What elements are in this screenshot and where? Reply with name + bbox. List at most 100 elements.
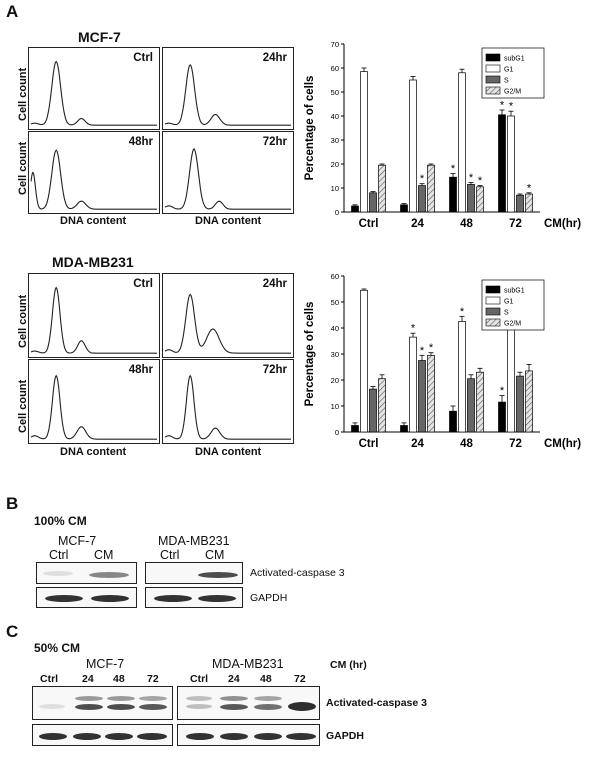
significance-star: * [411,323,416,335]
legend-label: G2/M [504,321,521,328]
panel-b-condition: 100% CM [34,514,87,528]
bar-subg1-24 [400,425,408,433]
bar-g2m-ctrl [378,378,386,433]
bar-g2m-24 [427,164,435,213]
band [198,572,238,578]
panel-b-mda-lane-cm: CM [205,548,225,562]
x-tick-label: 48 [460,438,473,450]
bar-g1-24 [409,336,417,433]
blot-c-mcf7-caspase [32,686,173,720]
histogram-curve [30,149,157,210]
band [73,733,101,740]
bar-g2m-72 [525,193,533,213]
panel-c-condition: 50% CM [34,641,81,655]
band [107,696,135,701]
bar-g1-ctrl [360,71,368,213]
legend-swatch [485,64,501,73]
y-tick-label: 30 [331,350,339,359]
blot-c-mda-caspase [177,686,320,720]
row-label-caspase-c: Activated-caspase 3 [326,697,427,709]
bar-g2m-48 [476,371,484,433]
histogram-mcf7-48hr: 48hr [28,131,160,214]
bar-s-ctrl [369,192,377,213]
band [43,571,73,576]
panel-c-lane: Ctrl [40,673,59,685]
panel-c-lane: 72 [147,673,159,685]
mcf7-title: MCF-7 [78,29,121,45]
histogram-mcf7-24hr: 24hr [162,47,294,130]
band [105,733,133,740]
panel-c-lane: 24 [228,673,240,685]
y-tick-label: 10 [331,184,339,193]
band [139,696,167,701]
histogram-mda-48hr: 48hr [28,359,160,444]
histogram-curve [30,286,157,354]
bar-g2m-48 [476,186,484,213]
x-axis-unit: CM(hr) [544,218,581,230]
legend-swatch [485,307,501,316]
histogram-mda-24hr: 24hr [162,273,294,358]
bar-g1-ctrl [360,289,368,433]
panel-c-lane: Ctrl [190,673,209,685]
row-label-caspase: Activated-caspase 3 [250,567,345,579]
band [186,704,212,709]
panel-c-lane: 48 [113,673,125,685]
y-tick-label: 20 [331,160,339,169]
histogram-label: 72hr [262,136,287,148]
histogram-curve [164,374,291,440]
y-tick-label: 70 [331,40,339,49]
legend-swatch [485,53,501,62]
band [254,704,282,710]
band [75,696,103,701]
x-tick-label: Ctrl [359,218,379,230]
y-tick-label: 10 [331,402,339,411]
blot-c-mcf7-gapdh [32,724,173,746]
significance-star: * [469,172,474,184]
blot-c-mda-gapdh [177,724,320,746]
bar-s-ctrl [369,388,377,433]
mcf7-xlabel-left: DNA content [60,215,127,227]
legend-label: G1 [504,67,513,74]
histogram-mcf7-ctrl: Ctrl [28,47,160,130]
band [137,733,167,740]
band [288,702,316,711]
band [254,733,282,740]
y-tick-label: 40 [331,324,339,333]
bar-subg1-48 [449,410,457,433]
x-tick-label: 24 [411,438,424,450]
bar-s-24 [418,185,426,213]
panel-b-mcf7-title: MCF-7 [58,534,97,548]
band [220,696,248,701]
y-tick-label: 50 [331,298,339,307]
significance-star: * [460,306,465,318]
significance-star: * [420,345,425,357]
histogram-curve [164,148,291,210]
significance-star: * [509,101,514,113]
bar-subg1-ctrl [351,205,359,213]
significance-star: * [527,182,532,194]
bar-s-24 [418,360,426,433]
band [220,733,248,740]
bar-s-48 [467,184,475,213]
panel-b-letter: B [6,494,19,513]
band [91,595,129,602]
legend-label: subG1 [504,56,525,63]
histogram-label: 24hr [262,52,287,64]
x-tick-label: Ctrl [359,438,379,450]
histogram-label: 48hr [128,364,153,376]
row-label-gapdh: GAPDH [250,592,288,604]
band [75,704,103,710]
histogram-mcf7-72hr: 72hr [162,131,294,214]
x-axis-unit: CM(hr) [544,438,581,450]
panel-c-lane: 72 [294,673,306,685]
legend-label: S [504,78,509,85]
bar-g1-24 [409,79,417,213]
band [139,704,167,710]
panel-c-letter: C [6,622,19,641]
histogram-mda-72hr: 72hr [162,359,294,444]
significance-star: * [429,342,434,354]
y-tick-label: 0 [335,208,339,217]
legend-swatch [485,285,501,294]
y-tick-label: 60 [331,272,339,281]
significance-star: * [500,385,505,397]
